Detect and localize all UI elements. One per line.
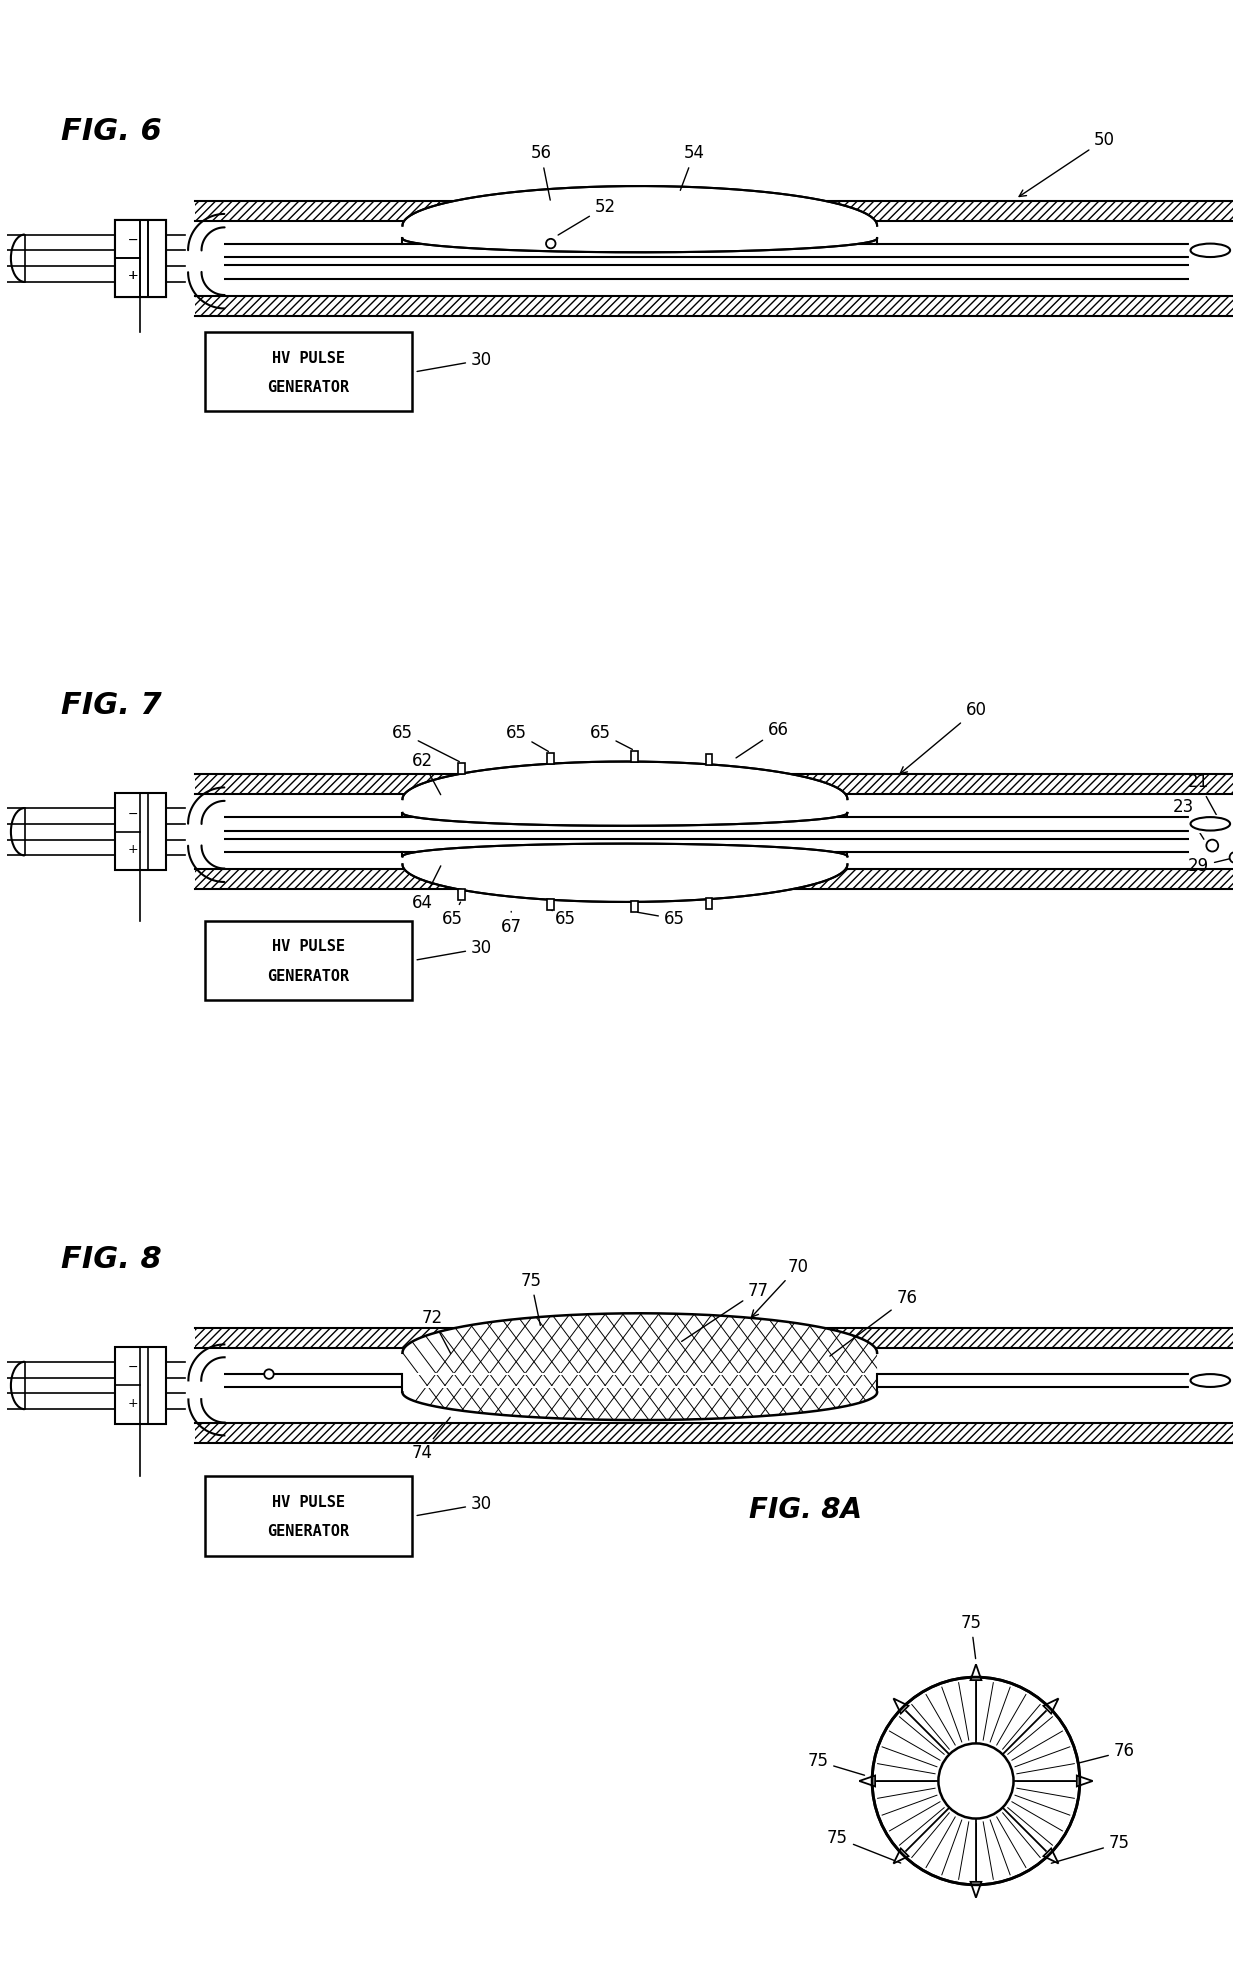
Text: 65: 65: [506, 723, 548, 751]
Text: 72: 72: [422, 1310, 450, 1353]
Text: GENERATOR: GENERATOR: [268, 1525, 350, 1539]
Polygon shape: [1043, 1698, 1059, 1714]
Text: 65: 65: [637, 910, 684, 928]
Bar: [631, 751, 639, 762]
Text: FIG. 8A: FIG. 8A: [749, 1495, 862, 1525]
Text: +: +: [128, 270, 138, 282]
FancyBboxPatch shape: [115, 1347, 166, 1424]
Text: 23: 23: [1173, 798, 1204, 839]
Text: HV PULSE: HV PULSE: [272, 940, 345, 953]
Text: 50: 50: [1019, 130, 1115, 197]
Text: 76: 76: [1030, 1741, 1135, 1775]
Text: +: +: [128, 1397, 138, 1411]
Text: 76: 76: [830, 1290, 918, 1355]
Text: 30: 30: [417, 1495, 492, 1515]
Text: 54: 54: [681, 144, 704, 191]
Bar: [195, 869, 1233, 888]
Polygon shape: [971, 1881, 981, 1897]
FancyBboxPatch shape: [205, 333, 413, 412]
FancyBboxPatch shape: [115, 794, 166, 871]
Text: 56: 56: [531, 144, 552, 201]
Text: HV PULSE: HV PULSE: [272, 1495, 345, 1511]
Text: 75: 75: [521, 1273, 542, 1326]
Circle shape: [264, 1369, 274, 1379]
Text: 21: 21: [1188, 774, 1219, 820]
Text: 75: 75: [1052, 1834, 1130, 1864]
Polygon shape: [403, 185, 877, 252]
Polygon shape: [894, 1848, 909, 1864]
Bar: [459, 888, 465, 900]
Text: HV PULSE: HV PULSE: [272, 351, 345, 366]
Polygon shape: [1076, 1775, 1092, 1787]
Circle shape: [872, 1676, 1080, 1885]
FancyBboxPatch shape: [115, 221, 166, 297]
Bar: [706, 755, 713, 764]
Polygon shape: [403, 843, 847, 902]
Text: 30: 30: [417, 940, 492, 959]
Text: 66: 66: [737, 721, 789, 758]
Text: 74: 74: [412, 1416, 450, 1462]
Text: FIG. 6: FIG. 6: [61, 118, 162, 146]
Text: 75: 75: [961, 1613, 982, 1659]
Polygon shape: [403, 1314, 877, 1420]
Text: 62: 62: [412, 751, 440, 794]
Text: 52: 52: [558, 197, 616, 234]
Text: GENERATOR: GENERATOR: [268, 380, 350, 396]
Text: −: −: [128, 234, 138, 246]
Bar: [706, 898, 713, 908]
Text: 77: 77: [682, 1282, 769, 1342]
Text: FIG. 7: FIG. 7: [61, 691, 162, 719]
Text: 29: 29: [1188, 857, 1233, 875]
Text: 65: 65: [551, 910, 577, 928]
Bar: [459, 762, 465, 774]
Bar: [195, 1328, 1233, 1347]
Text: GENERATOR: GENERATOR: [268, 969, 350, 983]
Ellipse shape: [1190, 818, 1230, 831]
Text: 75: 75: [807, 1751, 864, 1775]
Bar: [547, 898, 554, 910]
Text: −: −: [128, 234, 138, 246]
FancyBboxPatch shape: [205, 1476, 413, 1556]
Text: +: +: [128, 270, 138, 282]
Text: 67: 67: [501, 912, 522, 936]
Text: −: −: [128, 808, 138, 820]
FancyBboxPatch shape: [205, 920, 413, 1001]
Bar: [631, 900, 639, 912]
Bar: [195, 1422, 1233, 1442]
Bar: [195, 201, 1233, 221]
Text: 75: 75: [827, 1828, 900, 1864]
Polygon shape: [1043, 1848, 1059, 1864]
Text: −: −: [128, 1361, 138, 1375]
Bar: [195, 296, 1233, 315]
Text: 65: 65: [441, 902, 463, 928]
Text: 65: 65: [392, 723, 459, 762]
Text: FIG. 8: FIG. 8: [61, 1245, 162, 1275]
FancyBboxPatch shape: [115, 221, 166, 297]
Ellipse shape: [1190, 244, 1230, 256]
Polygon shape: [971, 1665, 981, 1680]
Ellipse shape: [1190, 1375, 1230, 1387]
Polygon shape: [859, 1775, 875, 1787]
Text: 60: 60: [900, 701, 987, 774]
Bar: [195, 774, 1233, 794]
Bar: [547, 753, 554, 764]
Polygon shape: [894, 1698, 909, 1714]
Circle shape: [1207, 839, 1218, 851]
Circle shape: [939, 1743, 1013, 1818]
Circle shape: [1230, 851, 1240, 863]
Text: 65: 65: [590, 723, 632, 749]
Text: +: +: [128, 843, 138, 857]
Polygon shape: [403, 762, 847, 825]
Text: 64: 64: [412, 867, 440, 912]
Text: 30: 30: [417, 351, 492, 372]
Circle shape: [546, 238, 556, 248]
Text: 70: 70: [751, 1257, 808, 1318]
